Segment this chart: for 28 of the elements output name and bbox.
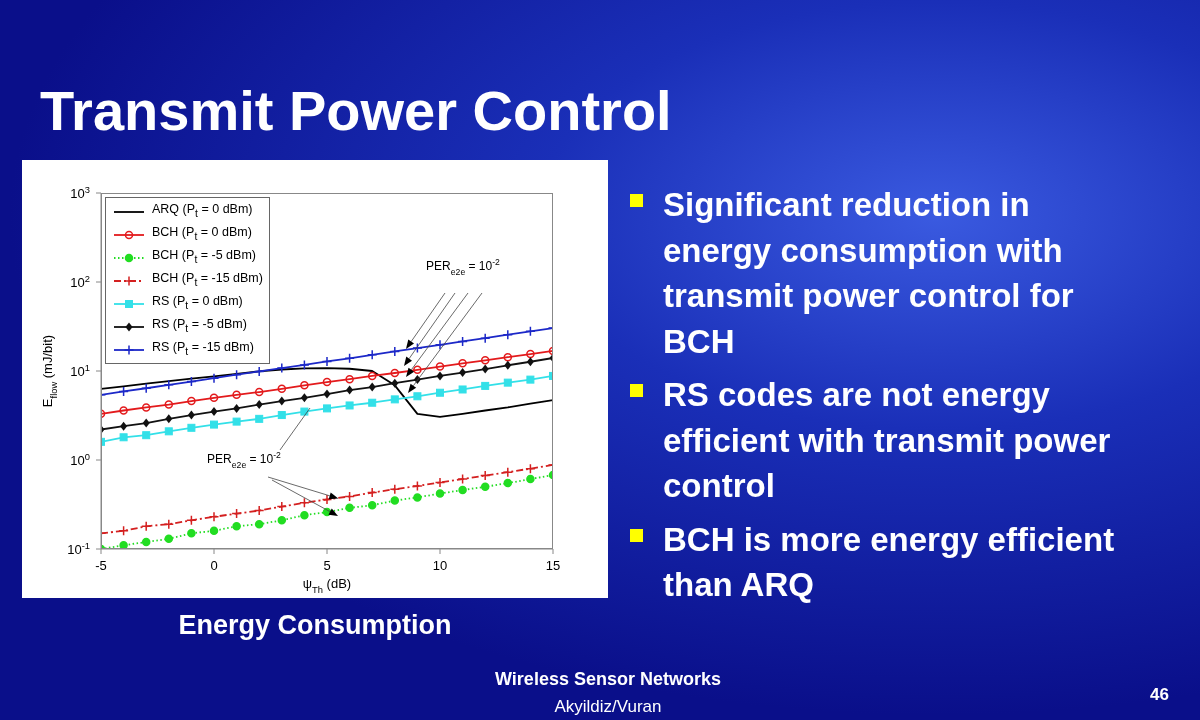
x-tick-label: 15	[545, 558, 561, 573]
text: BCH is more energy efficient than ARQ	[663, 520, 1115, 603]
x-tick-label: 5	[323, 558, 331, 573]
y-tick-label: 10$^{-1}$	[67, 541, 90, 557]
text: Energy Consumption	[177, 610, 453, 641]
legend-label: BCH (P$_{t}$ = -5 dBm)	[152, 247, 256, 267]
annotation: PER$_{e2e}$ = 10$^{-2}$	[426, 257, 501, 277]
text: Akyildiz/Vuran	[553, 697, 663, 717]
legend-label: BCH (P$_{t}$ = 0 dBm)	[152, 224, 252, 244]
legend-label: RS (P$_{t}$ = -5 dBm)	[152, 316, 247, 336]
legend-label: RS (P$_{t}$ = 0 dBm)	[152, 293, 243, 313]
x-tick-label: -5	[95, 558, 107, 573]
legend-label: BCH (P$_{t}$ = -15 dBm)	[152, 270, 263, 290]
x-tick-label: 10	[432, 558, 448, 573]
text: 46	[1150, 685, 1169, 705]
text: RS codes are not energy efficient with transmit power control	[663, 376, 1111, 504]
text: Wireless Sensor Networks	[494, 669, 722, 690]
y-tick-label: 10$^{3}$	[70, 185, 90, 201]
legend-label: ARQ (P$_{t}$ = 0 dBm)	[152, 201, 253, 221]
text: Significant reduction in energy consumption with transmit power control for BCH	[663, 186, 1074, 360]
annotation: PER$_{e2e}$ = 10$^{-2}$	[207, 450, 282, 470]
y-tick-label: 10$^{0}$	[70, 452, 90, 468]
legend-label: RS (P$_{t}$ = -15 dBm)	[152, 339, 254, 359]
x-tick-label: 0	[210, 558, 218, 573]
x-axis-title: ψ$_{Th}$ (dB)	[302, 576, 352, 595]
y-tick-label: 10$^{1}$	[70, 363, 90, 379]
y-tick-label: 10$^{2}$	[70, 274, 90, 290]
chart-title: Transmit Power Control	[40, 78, 672, 143]
